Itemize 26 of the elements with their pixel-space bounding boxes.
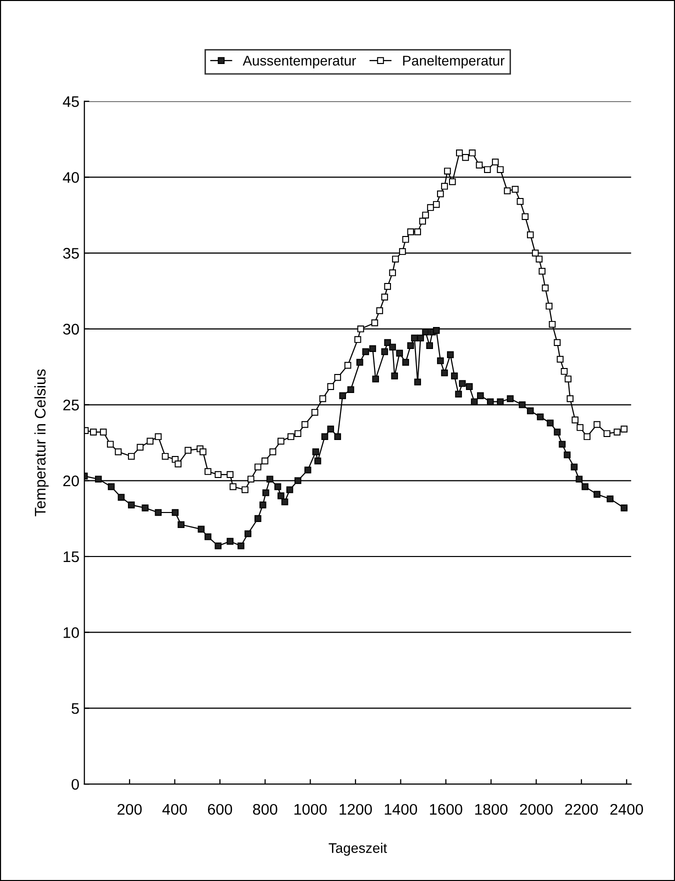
x-tick-label: 2000 [520,804,553,815]
y-tick-label: 15 [64,552,79,562]
y-tick-label: 0 [72,778,79,790]
x-tick-label: 2400 [610,804,644,815]
x-tick-label: 1800 [475,804,508,815]
y-axis-title: Temperatur in Celsius [34,369,49,516]
y-tick-label: 30 [63,324,79,335]
y-tick-label: 40 [62,172,79,183]
x-tick-label: 600 [208,804,232,815]
legend-label: Paneltemperatur [403,55,504,68]
x-tick-label: 200 [118,804,142,815]
y-tick-label: 45 [62,96,79,107]
x-tick-label: 1000 [294,804,327,815]
x-tick-label: 1400 [384,804,418,815]
y-tick-label: 5 [72,703,79,714]
x-tick-label: 1600 [430,804,462,815]
x-tick-label: 800 [253,804,278,815]
y-tick-label: 20 [63,476,79,486]
y-tick-label: 10 [64,627,79,638]
x-tick-label: 400 [162,804,187,815]
y-tick-label: 25 [63,400,79,410]
x-tick-label: 1200 [340,804,372,815]
x-tick-label: 2200 [565,804,598,815]
x-axis-title: Tageszeit [328,842,387,856]
legend-label: Aussentemperatur [242,56,356,68]
y-tick-label: 35 [63,248,79,259]
